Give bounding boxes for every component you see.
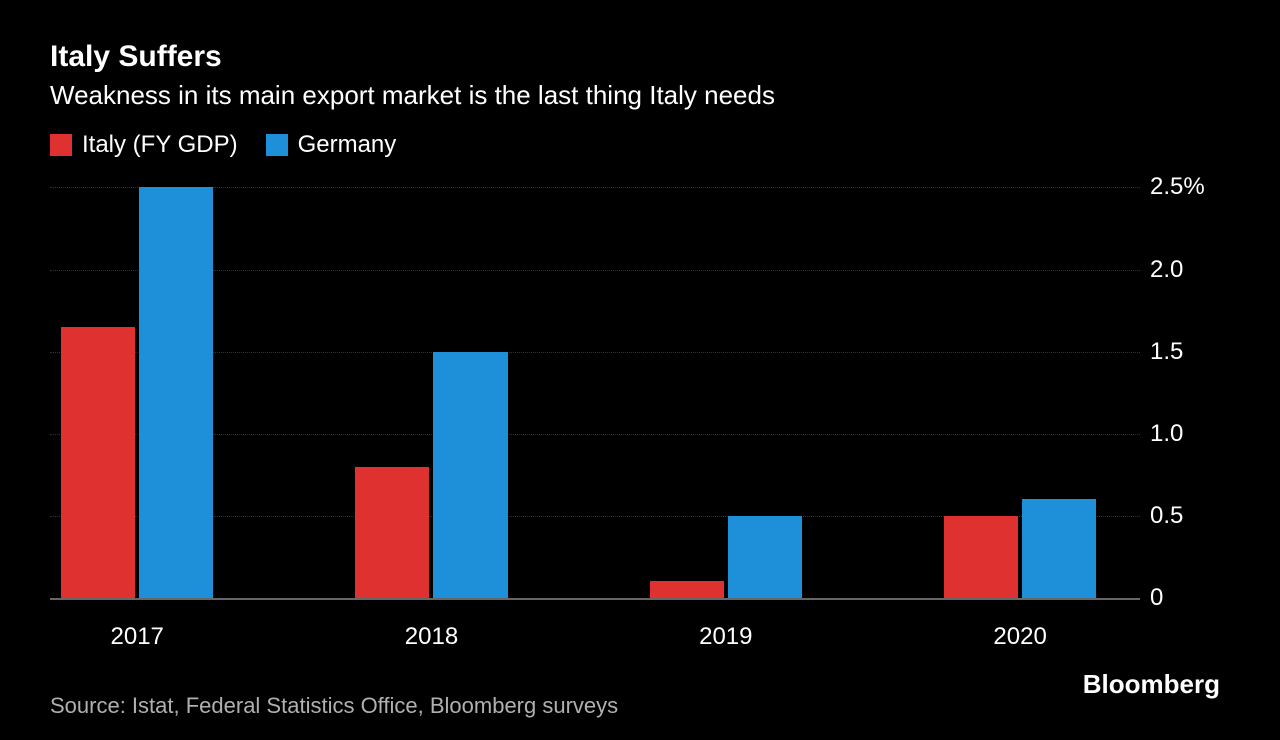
bar	[139, 187, 213, 597]
y-axis-label: 2.0	[1150, 256, 1210, 284]
x-axis-label: 2020	[993, 623, 1046, 651]
y-axis-label: 1.0	[1150, 420, 1210, 448]
bar	[1022, 499, 1096, 598]
legend-swatch-italy	[50, 134, 72, 156]
x-axis-label: 2019	[699, 623, 752, 651]
plot-area: 00.51.01.52.02.5%	[50, 171, 1140, 611]
brand-logo: Bloomberg	[1083, 669, 1220, 700]
chart-subtitle: Weakness in its main export market is th…	[50, 80, 1220, 111]
chart-title: Italy Suffers	[50, 40, 1220, 74]
x-axis-labels: 2017 2018 2019 2020	[50, 623, 1140, 663]
chart-container: Italy Suffers Weakness in its main expor…	[0, 0, 1280, 740]
legend-swatch-germany	[266, 134, 288, 156]
bar-group	[944, 158, 1097, 598]
zero-line	[50, 598, 1140, 600]
y-axis-label: 2.5%	[1150, 173, 1210, 201]
bar	[728, 516, 802, 598]
bar-group	[650, 158, 803, 598]
legend-item-germany: Germany	[266, 131, 397, 159]
legend-label-germany: Germany	[298, 131, 397, 159]
bar	[355, 467, 429, 598]
bar	[944, 516, 1018, 598]
x-axis-label: 2017	[110, 623, 163, 651]
x-axis-label: 2018	[405, 623, 458, 651]
y-axis-label: 0	[1150, 584, 1210, 612]
bar	[61, 327, 135, 598]
bar-group	[355, 158, 508, 598]
bar	[433, 352, 507, 598]
y-axis-label: 0.5	[1150, 502, 1210, 530]
chart-source: Source: Istat, Federal Statistics Office…	[50, 693, 1220, 719]
legend-item-italy: Italy (FY GDP)	[50, 131, 238, 159]
bar	[650, 581, 724, 597]
y-axis-label: 1.5	[1150, 338, 1210, 366]
chart-legend: Italy (FY GDP) Germany	[50, 131, 1220, 159]
legend-label-italy: Italy (FY GDP)	[82, 131, 238, 159]
bar-group	[61, 158, 214, 598]
